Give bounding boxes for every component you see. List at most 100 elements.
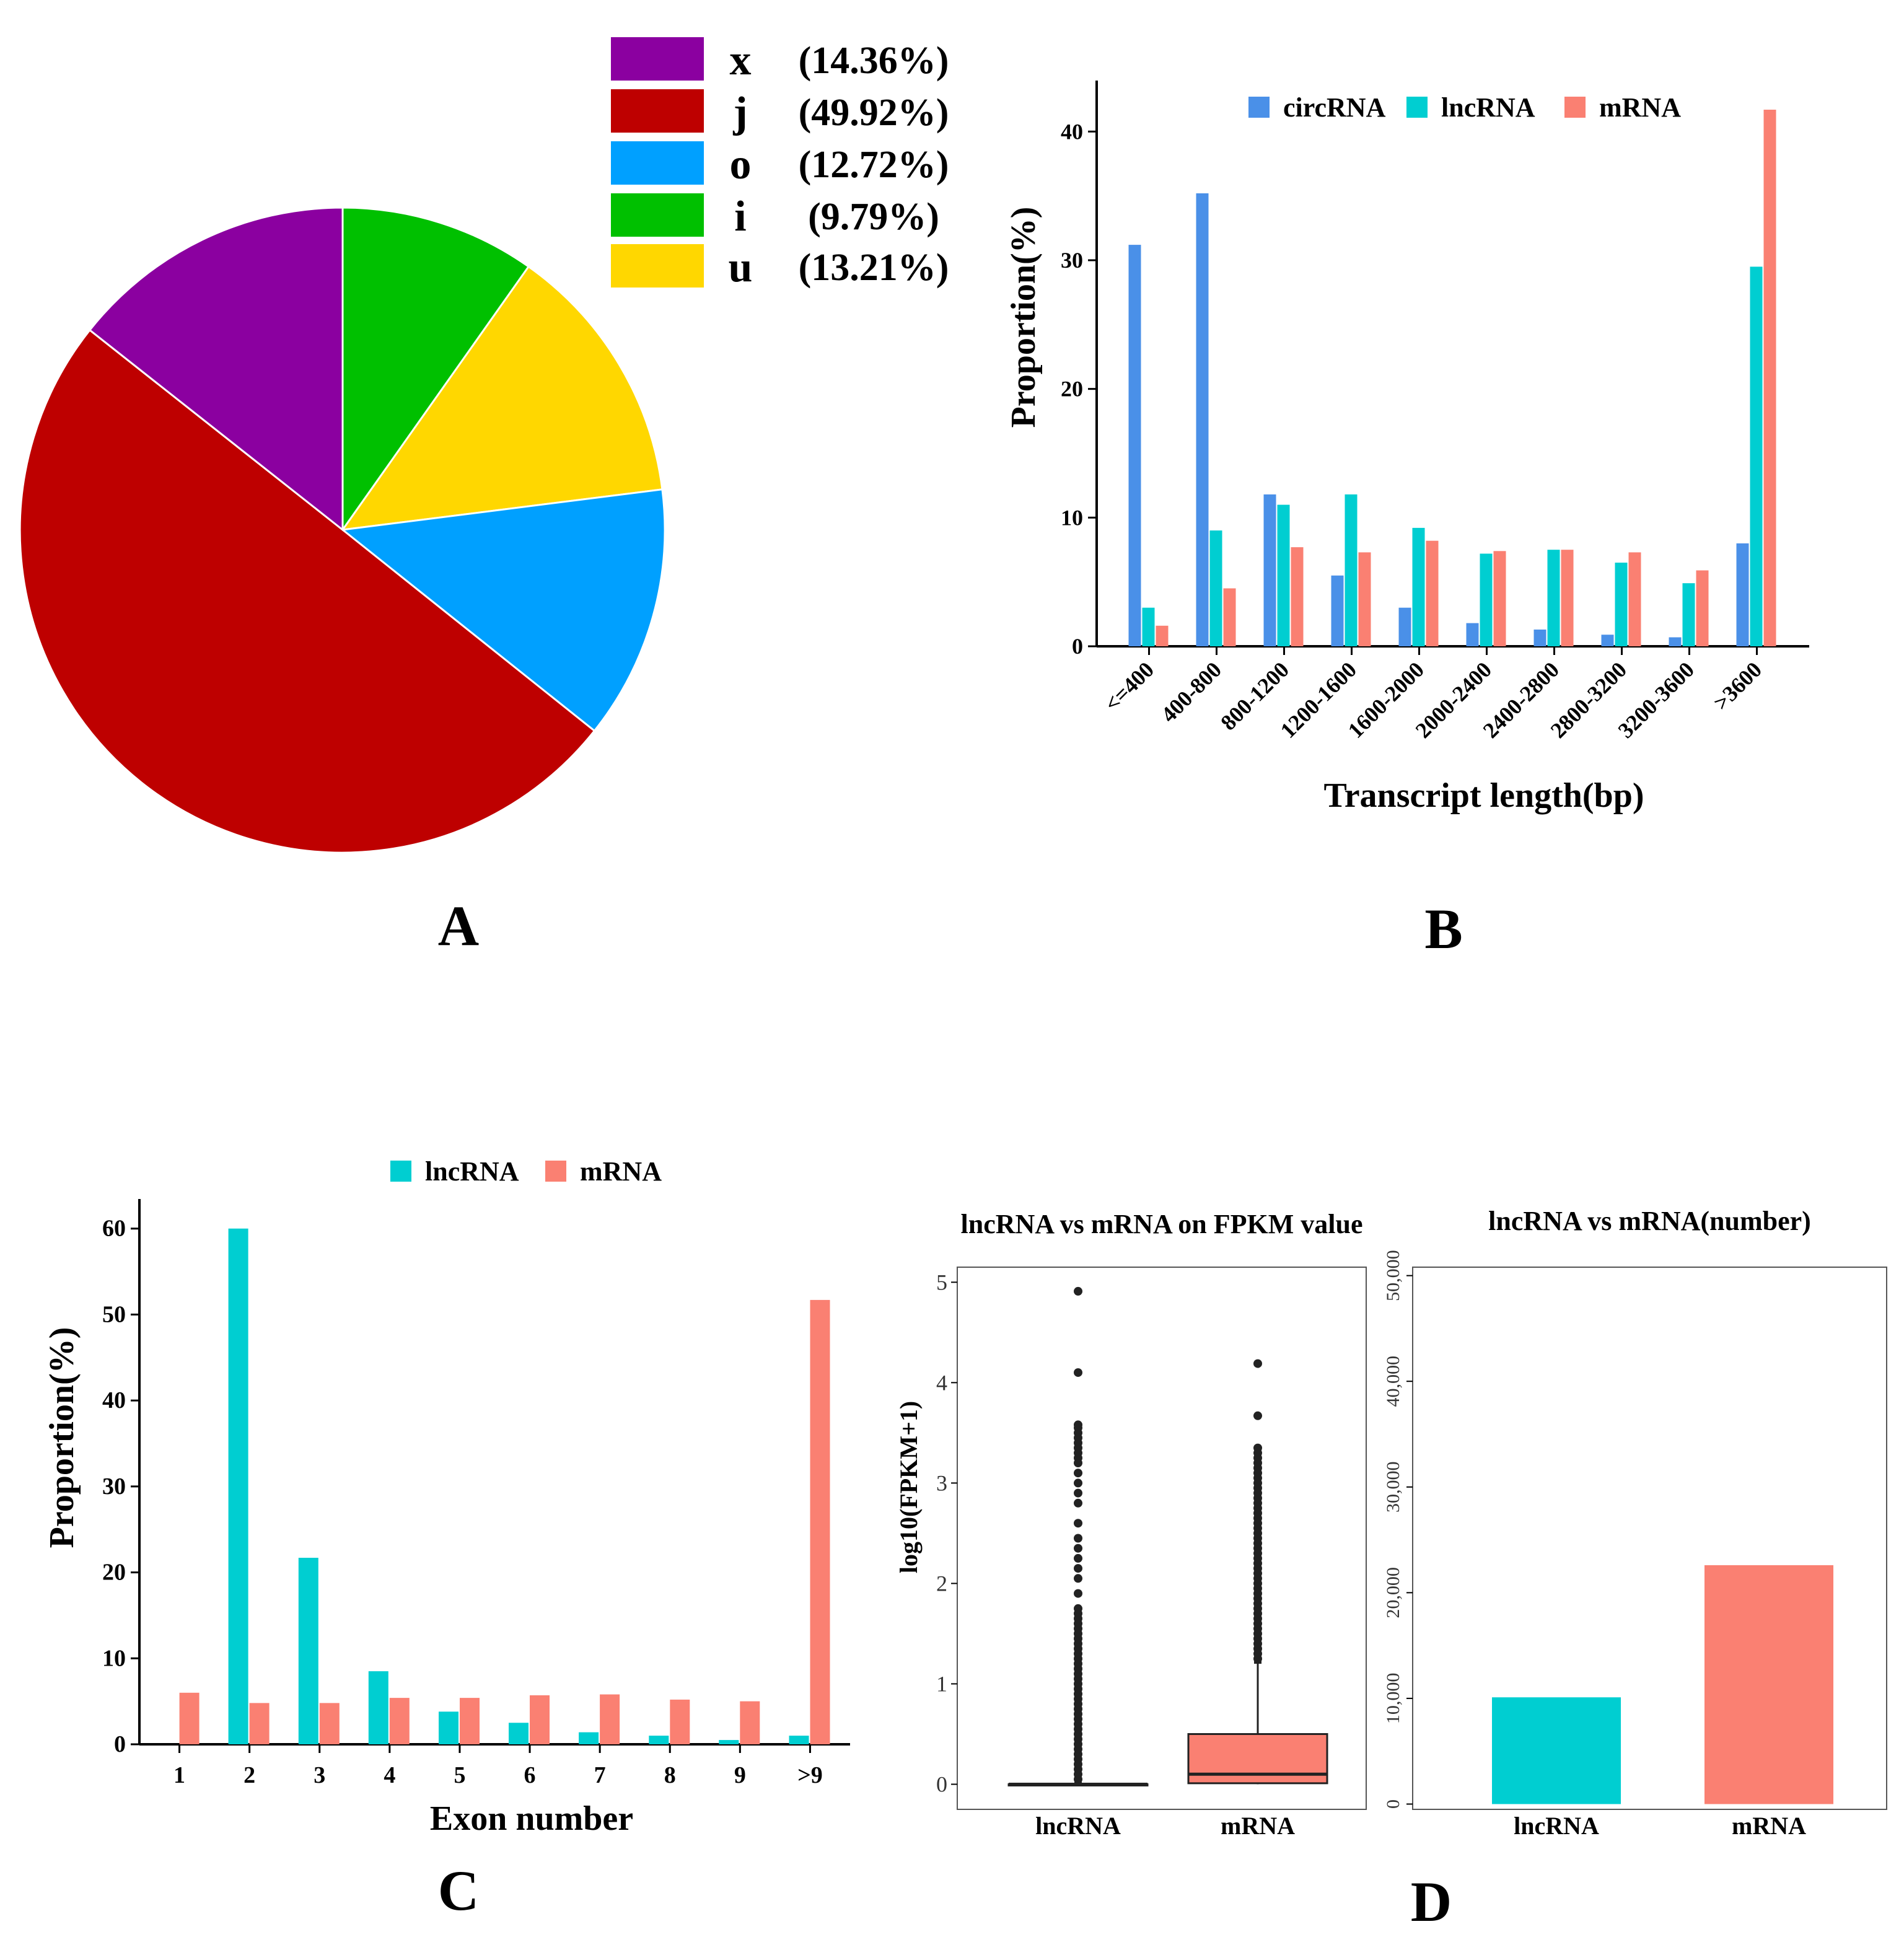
x-tick-label: 8 <box>664 1762 676 1788</box>
x-axis-title: Exon number <box>430 1799 633 1838</box>
box-outlier-point <box>1074 1368 1082 1377</box>
y-tick-label: 4 <box>936 1370 947 1395</box>
legend-label-j: (49.92%) <box>799 92 949 134</box>
bar-lncRNA-400-800 <box>1209 530 1222 646</box>
bar-circRNA-2800-3200 <box>1601 635 1614 646</box>
bar-mRNA-1200-1600 <box>1358 552 1371 646</box>
box-lncRNA <box>1007 1286 1149 1786</box>
legend-swatch-circRNA <box>1248 97 1270 118</box>
box-iqr <box>1187 1733 1328 1785</box>
bar-circRNA-800-1200 <box>1263 494 1276 646</box>
bar-mRNA-6 <box>530 1695 550 1744</box>
legend-swatch-u <box>611 244 704 288</box>
plot-frame <box>1412 1267 1887 1810</box>
bar-mRNA-3 <box>319 1703 340 1744</box>
box-outlier-point <box>1074 1544 1082 1553</box>
bar-circRNA-2400-2800 <box>1533 630 1546 646</box>
bar-lncRNA-1600-2000 <box>1412 527 1425 646</box>
bar-lncRNA->3600 <box>1750 266 1763 646</box>
y-tick-label: 1 <box>936 1671 947 1696</box>
bar-lncRNA-2 <box>228 1228 248 1744</box>
y-tick-label: 10 <box>102 1645 126 1671</box>
legend-key-i: i <box>734 193 746 240</box>
bar-mRNA-2400-2800 <box>1561 550 1574 646</box>
x-axis-title: Transcript length(bp) <box>1324 776 1644 815</box>
legend-swatch-j <box>611 89 704 133</box>
chart-title: lncRNA vs mRNA(number) <box>1488 1206 1811 1236</box>
y-tick-label: 30,000 <box>1383 1462 1403 1513</box>
bar-mRNA-5 <box>460 1698 480 1744</box>
panel-c-bar-chart: 0 10 20 30 40 50 60 1 2 3 4 5 6 7 8 9 >9 Exon number Propo… <box>43 1156 850 1838</box>
x-tick-label: >3600 <box>1708 657 1766 715</box>
pie-slice-u <box>340 265 664 531</box>
x-tick-label: 6 <box>524 1762 536 1788</box>
legend-swatch-o <box>611 141 704 185</box>
bar-mRNA-1 <box>179 1692 200 1744</box>
bar-circRNA-3200-3600 <box>1669 637 1682 646</box>
x-tick-label: mRNA <box>1732 1812 1806 1840</box>
bar-mRNA-800-1200 <box>1291 547 1304 646</box>
bar-mRNA-1600-2000 <box>1426 540 1439 646</box>
box-outlier-point <box>1074 1519 1082 1528</box>
legend-key-j: j <box>732 89 747 136</box>
x-tick-label: 5 <box>454 1762 465 1788</box>
legend-label-circRNA: circRNA <box>1283 92 1386 123</box>
legend-key-u: u <box>729 244 753 291</box>
box-outlier-point <box>1074 1574 1082 1583</box>
legend: circRNA lncRNA mRNA <box>1248 92 1681 123</box>
x-tick-label: 4 <box>384 1762 395 1788</box>
legend-swatch-x <box>611 37 704 81</box>
box-outlier-point <box>1074 1564 1082 1573</box>
y-axis-title: log10(FPKM+1) <box>895 1401 923 1573</box>
bar-lncRNA-7 <box>579 1732 599 1744</box>
plot-frame <box>957 1267 1367 1810</box>
bar-lncRNA-6 <box>509 1723 529 1744</box>
legend-label-u: (13.21%) <box>799 247 949 289</box>
box-outlier-point <box>1074 1534 1082 1543</box>
bar-circRNA-1600-2000 <box>1398 607 1411 646</box>
box-outlier-point <box>1074 1553 1082 1563</box>
y-tick-label: 40 <box>102 1387 126 1413</box>
bar-mRNA-400-800 <box>1223 588 1236 646</box>
box-outlier-point <box>1074 1469 1082 1478</box>
bar-lncRNA <box>1492 1697 1621 1804</box>
y-tick-label: 50 <box>102 1301 126 1327</box>
x-tick-label: lncRNA <box>1514 1812 1599 1840</box>
box-mRNA <box>1187 1359 1328 1785</box>
bar-lncRNA-4 <box>368 1671 388 1744</box>
bar-lncRNA-<=400 <box>1142 607 1155 646</box>
box-outlier-point <box>1074 1589 1082 1598</box>
y-tick-label: 10,000 <box>1383 1673 1403 1724</box>
bar-mRNA-3200-3600 <box>1696 570 1709 646</box>
box-outlier-point <box>1253 1359 1262 1368</box>
bar-lncRNA-5 <box>439 1711 458 1744</box>
panel-d-number-bar: lncRNA vs mRNA(number) 0 10,000 20,000 30,00… <box>1383 1206 1887 1840</box>
bar-mRNA-4 <box>389 1698 410 1744</box>
y-tick-label: 20,000 <box>1383 1567 1403 1619</box>
box-outlier-streak <box>1074 1608 1082 1785</box>
box-outlier-point <box>1074 1478 1082 1488</box>
bar-circRNA->3600 <box>1736 543 1749 646</box>
panel-label-b: B <box>1424 897 1462 960</box>
bar-mRNA-2800-3200 <box>1628 552 1641 646</box>
y-tick-label: 2 <box>936 1571 947 1596</box>
bar-lncRNA->9 <box>789 1736 809 1744</box>
y-tick-label: 50,000 <box>1383 1250 1403 1301</box>
bar-circRNA-<=400 <box>1128 245 1141 647</box>
x-tick-label: 400-800 <box>1156 657 1226 727</box>
y-axis-title: Proportion(%) <box>1004 207 1043 428</box>
y-tick-label: 3 <box>936 1470 947 1495</box>
legend-key-o: o <box>730 141 752 188</box>
bar-mRNA <box>1704 1565 1833 1804</box>
x-tick-label: >9 <box>797 1762 823 1788</box>
legend-key-x: x <box>730 37 752 84</box>
x-tick-label: mRNA <box>1221 1812 1295 1840</box>
y-tick-label: 20 <box>1061 377 1083 402</box>
legend-label-lncRNA: lncRNA <box>1441 92 1535 123</box>
bar-lncRNA-2000-2400 <box>1480 553 1493 646</box>
x-tick-label: 7 <box>594 1762 606 1788</box>
legend: lncRNA mRNA <box>390 1156 662 1187</box>
y-tick-label: 10 <box>1061 505 1083 530</box>
box-outlier-point <box>1253 1411 1262 1420</box>
bar-mRNA-7 <box>600 1694 620 1744</box>
